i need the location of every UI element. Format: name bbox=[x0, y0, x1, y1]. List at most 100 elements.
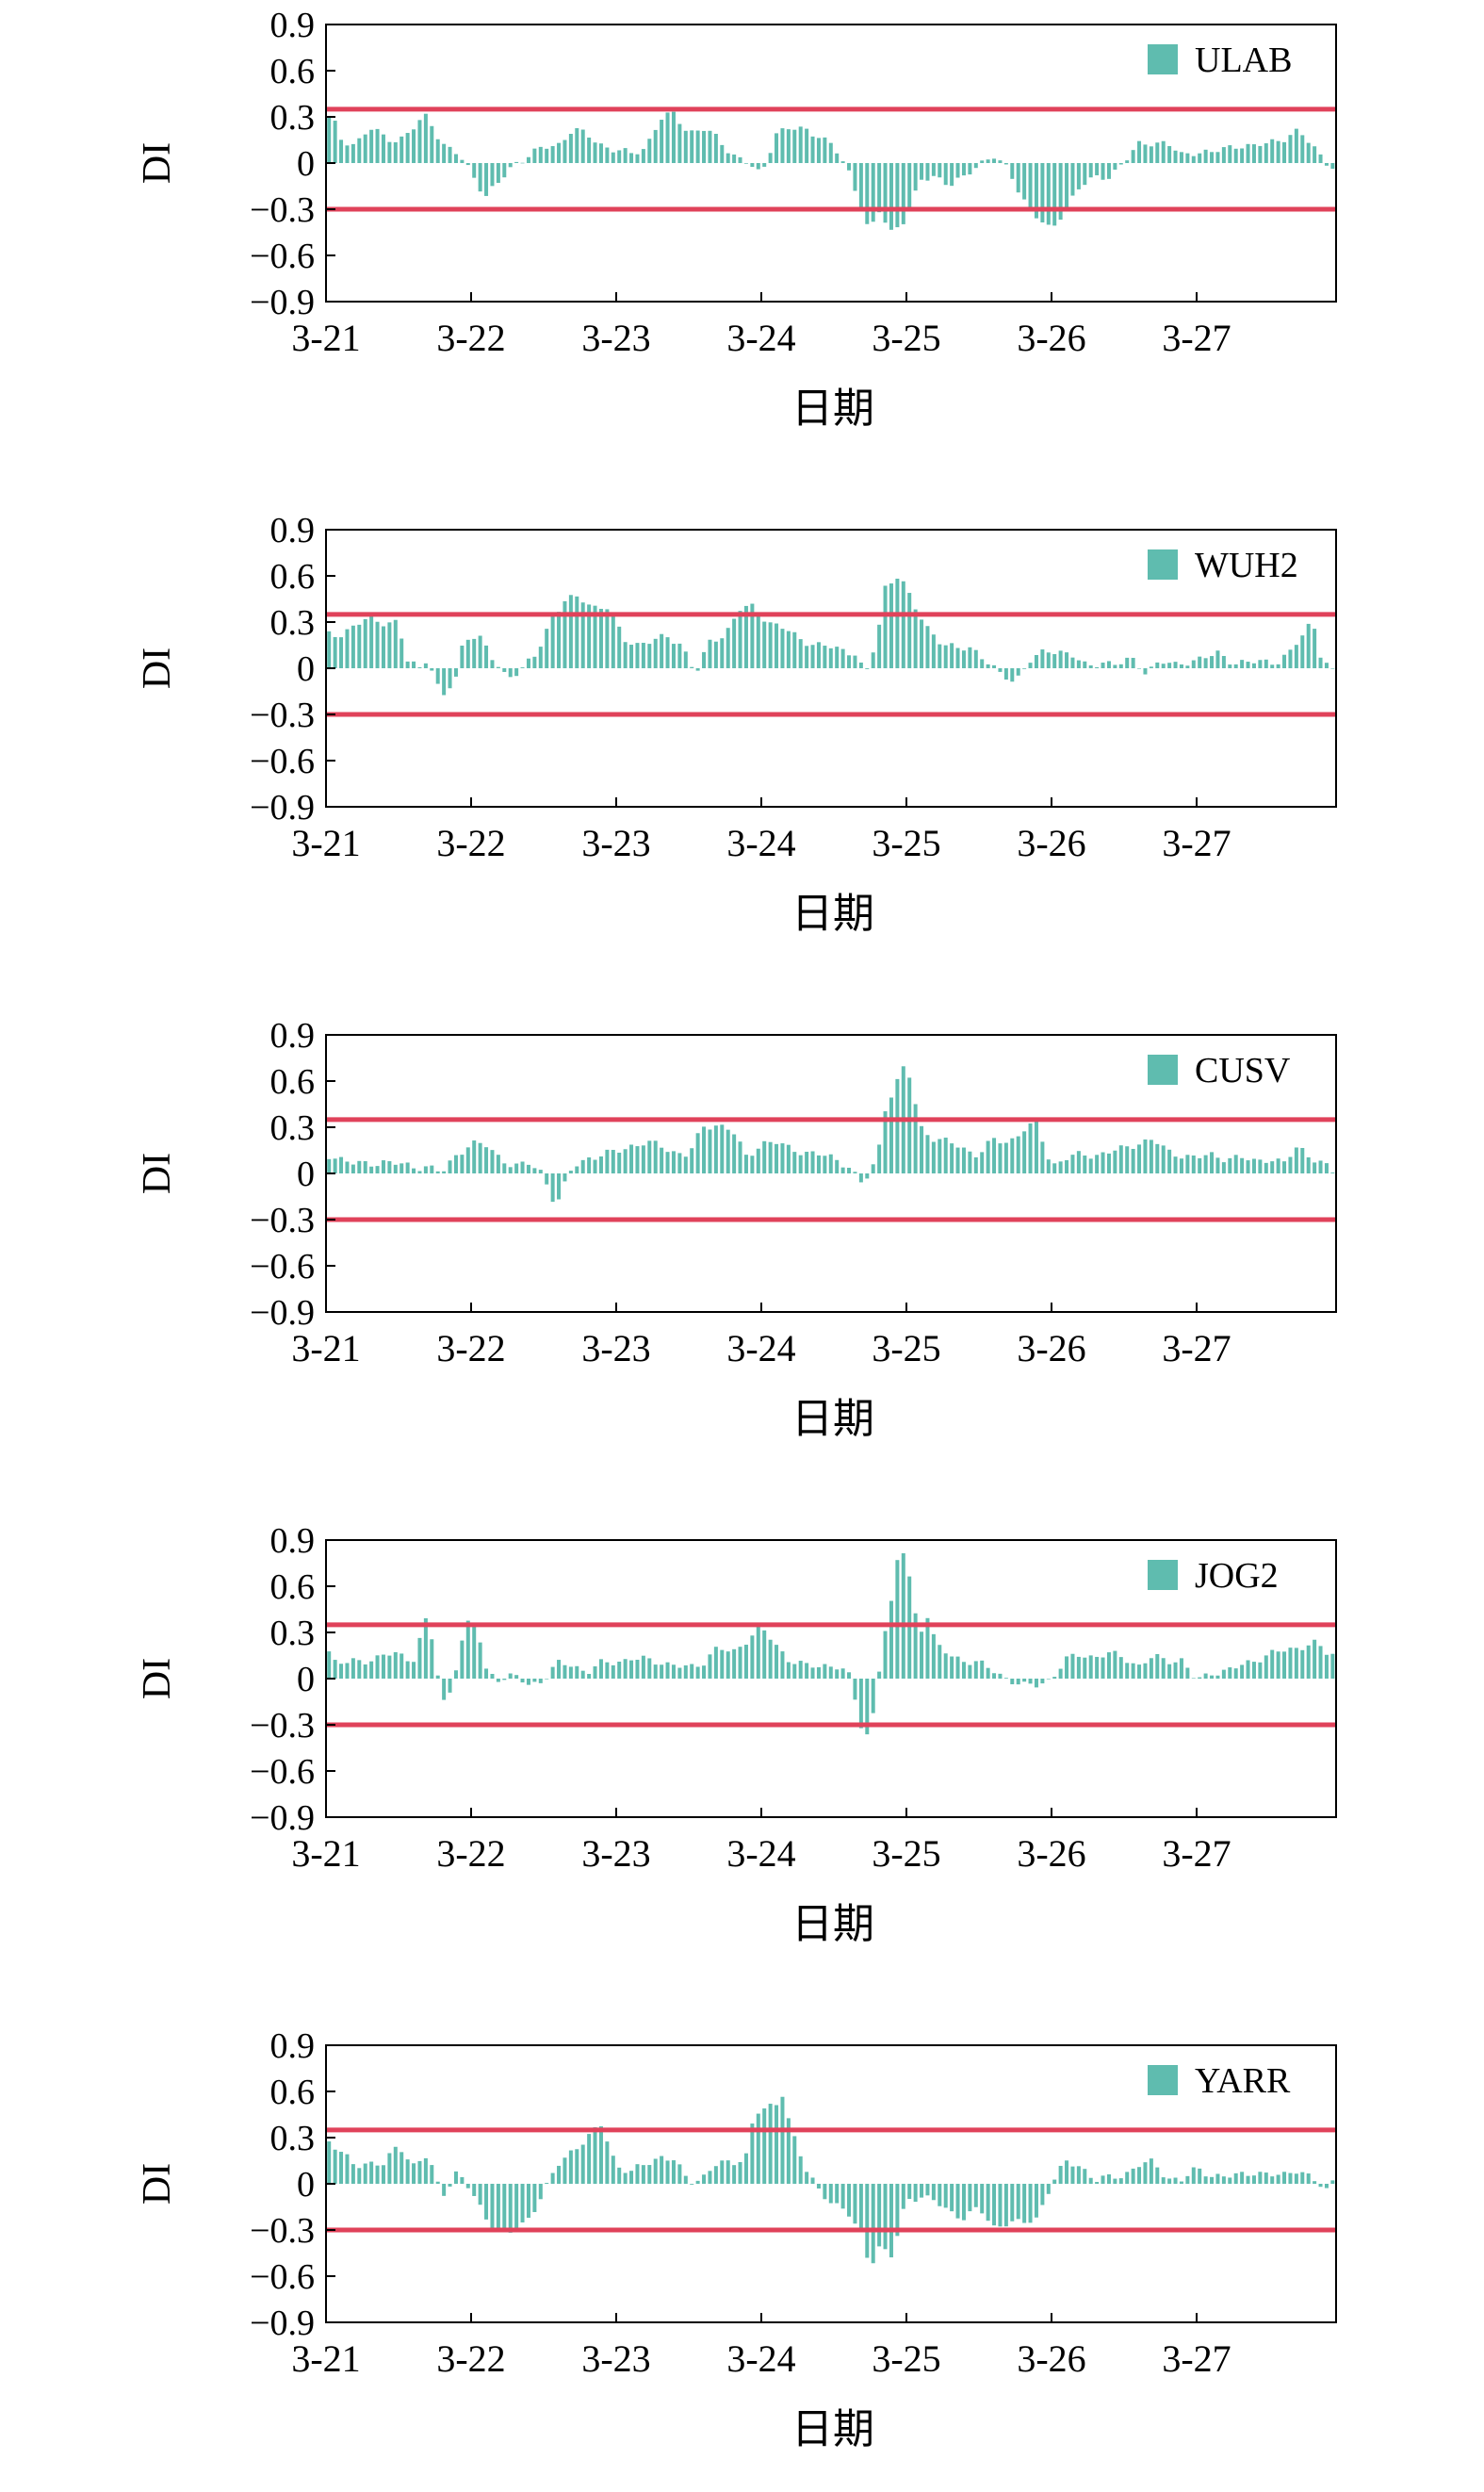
di-bar bbox=[775, 2105, 779, 2184]
di-bar bbox=[375, 1655, 380, 1679]
di-bar bbox=[732, 1648, 737, 1679]
di-bar bbox=[381, 2165, 385, 2184]
x-tick-label: 3-27 bbox=[1162, 2337, 1231, 2380]
di-bar bbox=[732, 154, 737, 163]
di-bar bbox=[823, 646, 827, 668]
di-bar bbox=[895, 1078, 900, 1173]
di-bar bbox=[1016, 1136, 1020, 1173]
di-bar bbox=[496, 1679, 500, 1682]
di-bar bbox=[750, 163, 755, 168]
x-tick-label: 3-25 bbox=[872, 822, 940, 864]
di-bar bbox=[623, 148, 628, 163]
di-bar bbox=[369, 129, 374, 163]
di-bar bbox=[557, 1173, 562, 1200]
di-bar bbox=[1228, 2177, 1232, 2184]
di-bar bbox=[925, 626, 930, 668]
di-bar bbox=[1330, 163, 1335, 170]
di-bar bbox=[448, 1160, 452, 1173]
di-bar bbox=[381, 626, 385, 668]
di-bar bbox=[1022, 668, 1027, 669]
di-bar bbox=[695, 1666, 700, 1679]
di-bar bbox=[1118, 1145, 1123, 1173]
di-bar bbox=[998, 1143, 1003, 1173]
di-bar bbox=[1070, 163, 1075, 196]
di-bar bbox=[1083, 163, 1087, 186]
di-bar bbox=[955, 163, 960, 178]
di-bar bbox=[1113, 163, 1117, 170]
di-bar bbox=[1149, 2158, 1153, 2184]
di-bar bbox=[1010, 2184, 1015, 2221]
di-bar bbox=[756, 1148, 760, 1173]
di-bar bbox=[484, 163, 489, 196]
di-bar bbox=[1125, 1663, 1130, 1679]
di-bar bbox=[1167, 146, 1172, 163]
di-bar bbox=[545, 148, 549, 163]
di-bar bbox=[1240, 148, 1245, 163]
di-bar bbox=[847, 1672, 852, 1679]
di-bar bbox=[538, 1170, 543, 1173]
di-bar bbox=[823, 1156, 827, 1173]
di-bar bbox=[508, 163, 513, 168]
di-bar bbox=[1179, 1658, 1183, 1679]
x-tick-label: 3-23 bbox=[581, 1832, 650, 1875]
di-bar bbox=[743, 2153, 748, 2184]
di-bar bbox=[738, 1141, 742, 1173]
di-bar bbox=[617, 626, 622, 668]
di-bar bbox=[805, 646, 809, 668]
di-bar bbox=[412, 1662, 416, 1679]
di-bar bbox=[393, 1651, 398, 1679]
di-bar bbox=[732, 618, 737, 668]
di-bar bbox=[1191, 660, 1196, 668]
di-bar bbox=[423, 113, 428, 163]
di-bar bbox=[665, 637, 670, 668]
di-bar bbox=[369, 2161, 374, 2184]
di-bar bbox=[587, 2134, 592, 2184]
di-bar bbox=[895, 1560, 900, 1679]
x-axis-ticks: 3-21 3-22 3-23 3-24 3-25 3-26 3-27 bbox=[291, 1808, 1231, 1875]
di-bar bbox=[363, 2163, 367, 2184]
di-bar bbox=[1228, 1157, 1232, 1173]
di-bar bbox=[1258, 1662, 1263, 1679]
di-bar bbox=[1149, 1658, 1153, 1679]
y-tick-label: −0.3 bbox=[250, 696, 315, 735]
di-bar bbox=[1083, 661, 1087, 668]
di-bar bbox=[1306, 2173, 1311, 2184]
di-bar bbox=[1228, 145, 1232, 163]
di-bar bbox=[327, 2141, 332, 2184]
di-bar bbox=[1233, 1155, 1238, 1173]
di-bar bbox=[762, 163, 767, 167]
di-bar bbox=[563, 139, 567, 163]
di-bar bbox=[1288, 1648, 1293, 1679]
di-bar bbox=[810, 1667, 815, 1679]
di-bar bbox=[1185, 665, 1190, 668]
di-bar bbox=[357, 1660, 362, 1679]
di-bar bbox=[986, 2184, 990, 2221]
di-bar bbox=[545, 2183, 549, 2184]
di-bar bbox=[1040, 649, 1045, 668]
di-bar bbox=[1065, 1159, 1069, 1173]
y-axis-label: DI bbox=[136, 142, 179, 184]
di-bar bbox=[1228, 664, 1232, 668]
di-bar bbox=[792, 129, 797, 163]
di-bar bbox=[1203, 149, 1208, 163]
di-bar bbox=[1155, 662, 1160, 668]
di-bar bbox=[641, 643, 645, 668]
di-bar bbox=[417, 120, 422, 163]
di-bar bbox=[587, 604, 592, 668]
di-bar bbox=[931, 2184, 936, 2201]
di-bar bbox=[1228, 1667, 1232, 1679]
di-bar bbox=[938, 2184, 942, 2206]
di-bar bbox=[550, 1173, 555, 1203]
di-bar bbox=[580, 2144, 585, 2184]
di-bar bbox=[883, 585, 888, 668]
di-bar bbox=[1191, 2167, 1196, 2184]
di-bar bbox=[563, 600, 567, 668]
di-bar bbox=[968, 1664, 972, 1679]
di-bar bbox=[598, 1659, 603, 1679]
di-bar bbox=[865, 1173, 870, 1179]
di-bar bbox=[865, 1679, 870, 1735]
di-bar bbox=[435, 668, 440, 684]
di-bar bbox=[465, 639, 470, 668]
di-bar bbox=[1179, 2181, 1183, 2184]
di-bar bbox=[1264, 1162, 1268, 1173]
